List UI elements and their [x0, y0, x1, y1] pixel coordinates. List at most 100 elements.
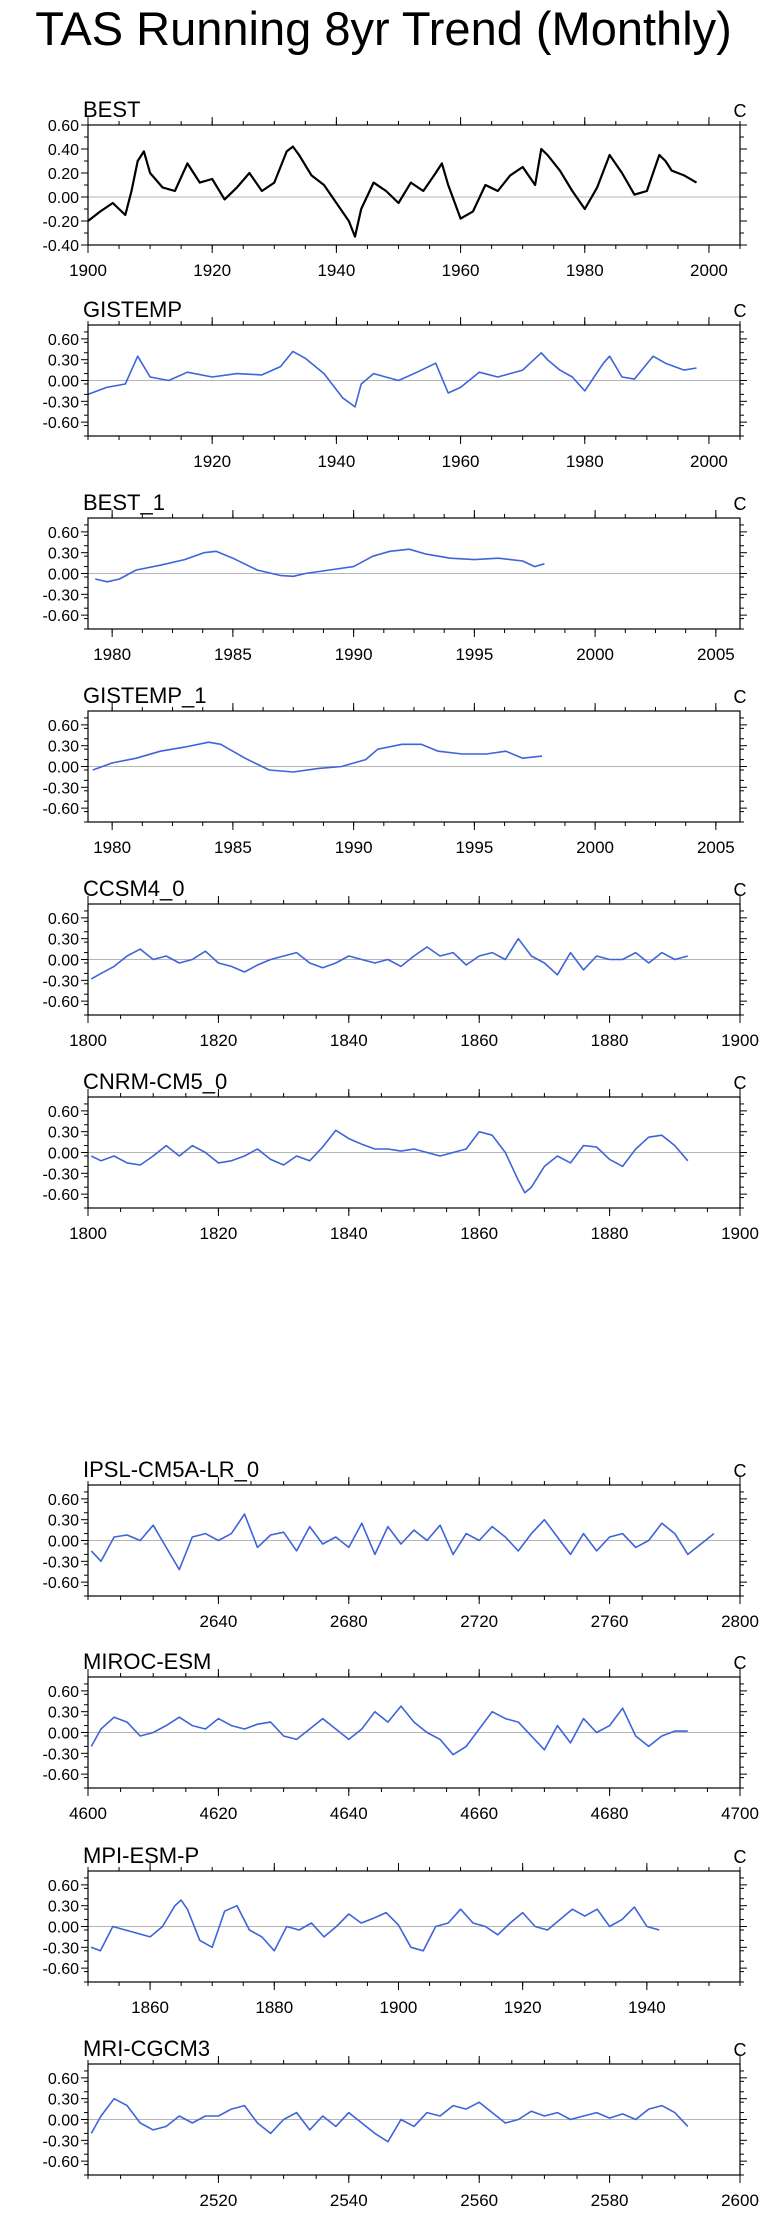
series-line [90, 2097, 689, 2143]
chart-panel: CCSM4_0 C -0.60 -0.30 0.00 0.30 0.60 1800 1820 18… [43, 876, 759, 1050]
y-tick-label: 0.60 [48, 1878, 79, 1895]
x-tick-label: 1960 [442, 452, 480, 471]
y-tick-label: -0.60 [43, 801, 80, 818]
x-tick-label: 2000 [690, 452, 728, 471]
y-tick-label: 0.60 [48, 118, 79, 135]
y-tick-label: 0.60 [48, 2071, 79, 2088]
x-tick-label: 1940 [317, 261, 355, 280]
y-tick-label: -0.30 [43, 780, 80, 797]
series-line [90, 937, 689, 980]
y-tick-label: -0.60 [43, 608, 80, 625]
y-tick-label: -0.30 [43, 1940, 80, 1957]
chart-units-label: C [734, 101, 747, 121]
x-tick-label: 1980 [93, 645, 131, 664]
y-tick-label: -0.60 [43, 2154, 80, 2171]
x-tick-label: 1820 [199, 1224, 237, 1243]
x-tick-label: 1980 [566, 261, 604, 280]
y-tick-label: -0.30 [43, 1166, 80, 1183]
chart-title: MPI-ESM-P [83, 1843, 199, 1868]
x-tick-label: 1860 [460, 1031, 498, 1050]
y-tick-label: -0.20 [43, 214, 80, 231]
chart-title: GISTEMP [83, 297, 182, 322]
x-tick-label: 4680 [591, 1804, 629, 1823]
chart-units-label: C [734, 1847, 747, 1867]
y-tick-label: 0.00 [48, 567, 79, 584]
x-tick-label: 1940 [317, 452, 355, 471]
chart-title: BEST [83, 97, 140, 122]
y-tick-label: -0.60 [43, 1961, 80, 1978]
x-tick-label: 1860 [131, 1998, 169, 2017]
series-line [90, 1129, 689, 1194]
y-tick-label: -0.60 [43, 1767, 80, 1784]
x-tick-label: 1880 [591, 1031, 629, 1050]
y-tick-label: 0.40 [48, 142, 79, 159]
x-tick-label: 1985 [214, 645, 252, 664]
chart-panel: CNRM-CM5_0 C -0.60 -0.30 0.00 0.30 0.60 1800 182… [43, 1069, 759, 1243]
chart-units-label: C [734, 494, 747, 514]
plot-frame [87, 710, 741, 823]
y-tick-label: 0.60 [48, 911, 79, 928]
x-tick-label: 2680 [330, 1612, 368, 1631]
x-tick-label: 1980 [566, 452, 604, 471]
chart-panel: IPSL-CM5A-LR_0 C -0.60 -0.30 0.00 0.30 0.60 264… [43, 1457, 759, 1631]
x-tick-label: 1880 [255, 1998, 293, 2017]
x-tick-label: 2760 [591, 1612, 629, 1631]
y-tick-label: -0.60 [43, 1575, 80, 1592]
x-tick-label: 1985 [214, 838, 252, 857]
x-tick-label: 1995 [455, 645, 493, 664]
x-tick-label: 1820 [199, 1031, 237, 1050]
y-tick-label: 0.60 [48, 1684, 79, 1701]
chart-units-label: C [734, 301, 747, 321]
y-tick-label: 0.60 [48, 525, 79, 542]
chart-title: MIROC-ESM [83, 1649, 211, 1674]
series-line [90, 1705, 688, 1756]
chart-title: IPSL-CM5A-LR_0 [83, 1457, 259, 1482]
x-tick-label: 1980 [93, 838, 131, 857]
chart-panel: GISTEMP_1 C -0.60 -0.30 0.00 0.30 0.60 1980 1985… [43, 683, 747, 857]
x-tick-label: 2520 [199, 2191, 237, 2210]
x-tick-label: 2720 [460, 1612, 498, 1631]
y-tick-label: 0.00 [48, 1726, 79, 1743]
series-line [95, 548, 545, 583]
y-tick-label: -0.40 [43, 238, 80, 255]
plot-frame [87, 2063, 741, 2176]
y-tick-label: -0.60 [43, 994, 80, 1011]
plot-frame [87, 324, 741, 437]
chart-panel: MIROC-ESM C -0.60 -0.30 0.00 0.30 0.60 4600 4620… [43, 1649, 759, 1823]
plot-frame [87, 1676, 741, 1789]
chart-panel: BEST_1 C -0.60 -0.30 0.00 0.30 0.60 1980 1985 199… [43, 490, 747, 664]
x-tick-label: 1900 [721, 1224, 759, 1243]
y-tick-label: -0.30 [43, 587, 80, 604]
x-tick-label: 1940 [628, 1998, 666, 2017]
y-tick-label: -0.30 [43, 2133, 80, 2150]
x-tick-label: 2005 [697, 838, 735, 857]
y-tick-label: -0.30 [43, 973, 80, 990]
y-tick-label: 0.60 [48, 332, 79, 349]
y-tick-label: 0.00 [48, 374, 79, 391]
y-tick-label: 0.60 [48, 718, 79, 735]
x-tick-label: 1800 [69, 1031, 107, 1050]
y-tick-label: 0.00 [48, 953, 79, 970]
y-tick-label: 0.00 [48, 1146, 79, 1163]
chart-units-label: C [734, 687, 747, 707]
x-tick-label: 1860 [460, 1224, 498, 1243]
y-tick-label: 0.20 [48, 166, 79, 183]
x-tick-label: 2540 [330, 2191, 368, 2210]
x-tick-label: 1900 [721, 1031, 759, 1050]
y-tick-label: -0.60 [43, 1187, 80, 1204]
x-tick-label: 1840 [330, 1224, 368, 1243]
x-tick-label: 4660 [460, 1804, 498, 1823]
x-tick-label: 4600 [69, 1804, 107, 1823]
x-tick-label: 2005 [697, 645, 735, 664]
chart-panel: BEST C -0.40 -0.20 0.00 0.20 0.40 0.60 1900 1920 1… [43, 97, 747, 280]
chart-units-label: C [734, 1461, 747, 1481]
plot-frame [87, 517, 741, 630]
y-tick-label: 0.30 [48, 1125, 79, 1142]
series-line [87, 145, 698, 238]
x-tick-label: 1900 [69, 261, 107, 280]
page-title: TAS Running 8yr Trend (Monthly) [35, 2, 732, 55]
y-tick-label: -0.60 [43, 415, 80, 432]
chart-units-label: C [734, 1073, 747, 1093]
plot-frame [87, 1096, 741, 1209]
